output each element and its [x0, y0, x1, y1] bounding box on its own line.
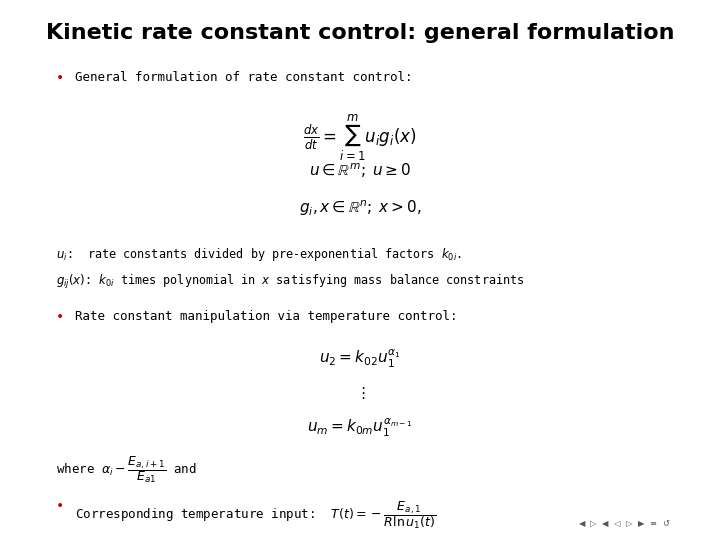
Text: $\frac{dx}{dt} = \sum_{i=1}^{m} u_i g_i(x)$: $\frac{dx}{dt} = \sum_{i=1}^{m} u_i g_i(…: [303, 113, 417, 163]
Text: $g_{ij}(x)$: $k_{0i}$ times polynomial in $x$ satisfying mass balance constraint: $g_{ij}(x)$: $k_{0i}$ times polynomial i…: [56, 273, 524, 291]
Text: •: •: [56, 499, 64, 513]
Text: Corresponding temperature input:  $T(t) = -\dfrac{E_{a,1}}{R\ln u_1(t)}$: Corresponding temperature input: $T(t) =…: [76, 499, 437, 531]
Text: Rate constant manipulation via temperature control:: Rate constant manipulation via temperatu…: [76, 310, 458, 323]
Text: $\blacktriangleleft\,\triangleright\;\blacktriangleleft\;\triangleleft\;\triangl: $\blacktriangleleft\,\triangleright\;\bl…: [577, 517, 670, 529]
Text: $g_i, x \in \mathbb{R}^n;\; x > 0,$: $g_i, x \in \mathbb{R}^n;\; x > 0,$: [299, 198, 421, 218]
Text: •: •: [56, 71, 64, 85]
Text: •: •: [56, 310, 64, 324]
Text: Kinetic rate constant control: general formulation: Kinetic rate constant control: general f…: [46, 23, 674, 43]
Text: $u \in \mathbb{R}^m;\; u \geq 0$: $u \in \mathbb{R}^m;\; u \geq 0$: [309, 161, 411, 180]
Text: $u_2 = k_{02} u_1^{\alpha_1}$: $u_2 = k_{02} u_1^{\alpha_1}$: [319, 347, 401, 370]
Text: $u_i$:  rate constants divided by pre-exponential factors $k_{0i}$.: $u_i$: rate constants divided by pre-exp…: [56, 246, 462, 264]
Text: $\vdots$: $\vdots$: [355, 384, 365, 401]
Text: $u_m = k_{0m} u_1^{\alpha_{m-1}}$: $u_m = k_{0m} u_1^{\alpha_{m-1}}$: [307, 417, 413, 439]
Text: General formulation of rate constant control:: General formulation of rate constant con…: [76, 71, 413, 84]
Text: where $\alpha_i - \dfrac{E_{a,i+1}}{E_{a1}}$ and: where $\alpha_i - \dfrac{E_{a,i+1}}{E_{a…: [56, 454, 197, 485]
